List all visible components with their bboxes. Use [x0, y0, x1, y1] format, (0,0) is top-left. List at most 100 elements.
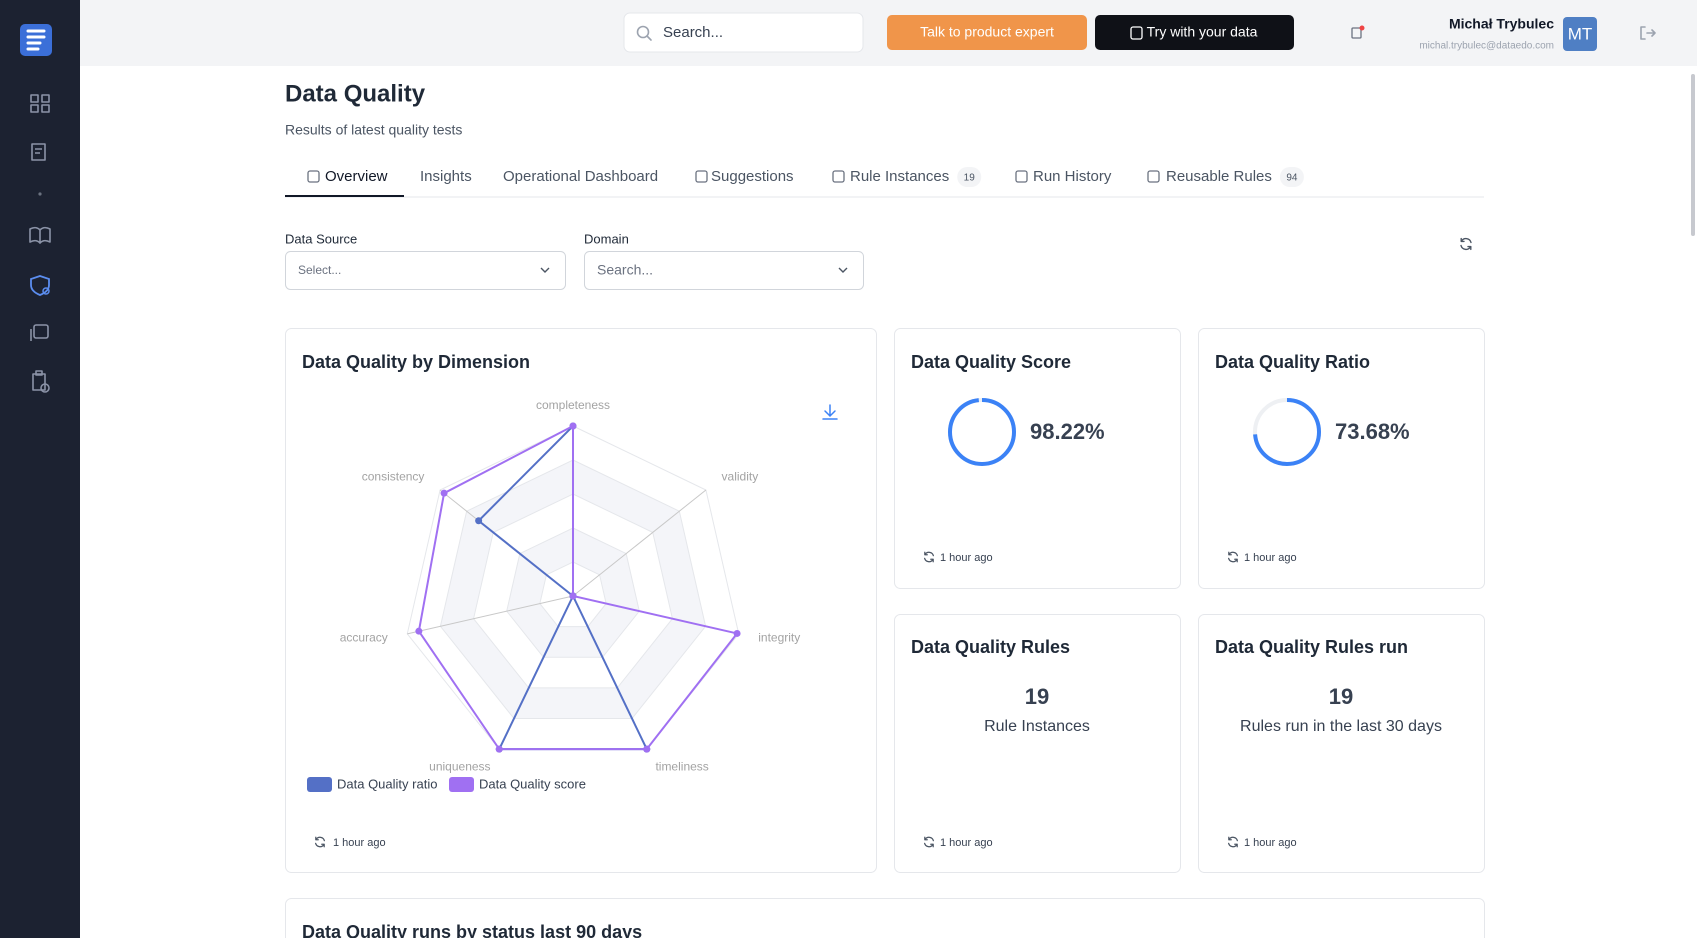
legend-label[interactable]: Data Quality ratio	[337, 776, 437, 791]
tab-label[interactable]: Suggestions	[711, 168, 794, 185]
radar-point	[569, 592, 577, 600]
search-box[interactable]	[623, 12, 864, 53]
filter-chevron	[540, 267, 550, 273]
radar-axis-label: uniqueness	[429, 759, 490, 773]
tab-badge-count: 94	[1286, 173, 1298, 184]
filter-select[interactable]	[584, 251, 864, 290]
radar-series-line	[417, 424, 739, 751]
legend-label[interactable]: Data Quality score	[479, 776, 586, 791]
page-title: Data Quality	[285, 80, 426, 107]
nav-tasks[interactable]	[31, 143, 46, 161]
updated-label: 1 hour ago	[940, 837, 993, 849]
radar-chart: completeness validity integrity timeliness u…	[307, 398, 800, 792]
filter-placeholder: Select...	[298, 263, 341, 277]
radar-point	[475, 517, 483, 525]
count: 19	[1025, 684, 1049, 709]
card-title: Data Quality Rules	[911, 637, 1070, 657]
scrollbar[interactable]	[1691, 74, 1695, 236]
rules-run-card	[1198, 614, 1485, 873]
logo-mark	[26, 29, 46, 51]
logout-icon[interactable]	[1640, 26, 1656, 40]
nav-reports[interactable]	[32, 370, 50, 393]
notification-dot	[1359, 25, 1365, 31]
search-icon-handle	[646, 35, 652, 41]
legend-swatch[interactable]	[307, 777, 332, 792]
search-icon	[636, 25, 650, 39]
radar-axis-label: timeliness	[655, 759, 708, 773]
updated-label: 1 hour ago	[940, 552, 993, 564]
radar-axis	[572, 489, 707, 597]
gauge-value: 98.22%	[1030, 419, 1105, 444]
nav-data-quality[interactable]	[30, 275, 50, 296]
try-button-icon	[1130, 26, 1143, 40]
card-title: Data Quality Score	[911, 352, 1071, 372]
tab-icon	[1015, 170, 1028, 183]
tab-label[interactable]: Insights	[420, 168, 472, 185]
tab-icon	[1147, 170, 1160, 183]
tab-label[interactable]: Run History	[1033, 168, 1112, 185]
radar-point	[643, 745, 651, 753]
radar-axis-label: consistency	[362, 470, 425, 484]
nav-copies[interactable]	[30, 324, 49, 341]
download-icon[interactable]	[822, 404, 838, 420]
tab-label[interactable]: Rule Instances	[850, 168, 949, 185]
count-caption: Rules run in the last 30 days	[1240, 718, 1442, 735]
count: 19	[1329, 684, 1353, 709]
tab-label[interactable]: Reusable Rules	[1166, 168, 1272, 185]
tab-badge-count: 19	[964, 173, 976, 184]
rules-card	[894, 614, 1181, 873]
radar-card-title: Data Quality by Dimension	[302, 352, 530, 372]
tab-icon	[307, 170, 320, 183]
search-placeholder: Search...	[663, 24, 723, 41]
radar-axis-label: accuracy	[340, 630, 388, 644]
filter-label: Data Source	[285, 231, 357, 246]
updated-label: 1 hour ago	[1244, 552, 1297, 564]
radar-axis	[407, 595, 574, 635]
runs-card	[285, 898, 1485, 938]
nav-docs[interactable]	[29, 226, 51, 244]
user-email: michal.trybulec@dataedo.com	[1419, 41, 1554, 52]
page-subtitle: Results of latest quality tests	[285, 122, 462, 138]
logo[interactable]	[20, 24, 52, 56]
notification-icon[interactable]	[1351, 27, 1362, 39]
updated-label: 1 hour ago	[1244, 837, 1297, 849]
score-card	[894, 328, 1181, 589]
radar-point	[495, 745, 503, 753]
filter-placeholder: Search...	[597, 262, 653, 278]
try-button-label: Try with your data	[1147, 24, 1258, 40]
radar-point	[415, 627, 423, 635]
metric-cards: Data Quality Score 98.22% 1 hour ago Data Q…	[911, 352, 1442, 849]
card-title: Data Quality Ratio	[1215, 352, 1370, 372]
tab-label[interactable]: Operational Dashboard	[503, 168, 658, 185]
legend-swatch[interactable]	[449, 777, 474, 792]
avatar[interactable]	[1563, 17, 1597, 51]
ratio-card	[1198, 328, 1485, 589]
tab-badge	[1279, 167, 1304, 187]
filter-label: Domain	[584, 231, 629, 246]
filter-select[interactable]	[285, 251, 566, 290]
avatar-initials: MT	[1568, 24, 1593, 43]
tab-label[interactable]: Overview	[325, 168, 388, 185]
runs-card-title: Data Quality runs by status last 90 days	[302, 922, 642, 938]
tab-active-underline	[285, 195, 404, 197]
talk-button[interactable]	[887, 15, 1087, 50]
talk-button-label: Talk to product expert	[920, 24, 1054, 40]
nav-dashboard[interactable]	[30, 94, 50, 113]
refresh-button[interactable]	[1460, 237, 1472, 251]
filters: Data Source Select... Domain Search...	[285, 231, 864, 290]
filter-chevron	[838, 267, 848, 273]
updated-label: 1 hour ago	[333, 837, 386, 849]
radar-point	[733, 629, 741, 637]
radar-point	[440, 489, 448, 497]
gauge-arc	[1253, 398, 1321, 466]
tab-badge	[957, 167, 982, 187]
radar-axis-label: completeness	[536, 398, 610, 412]
gauge-value: 73.68%	[1335, 419, 1410, 444]
tab-icon	[832, 170, 845, 183]
tab-icon	[695, 170, 708, 183]
try-button[interactable]	[1095, 15, 1294, 50]
radar-axis-label: integrity	[758, 630, 800, 644]
radar-point	[569, 422, 577, 430]
